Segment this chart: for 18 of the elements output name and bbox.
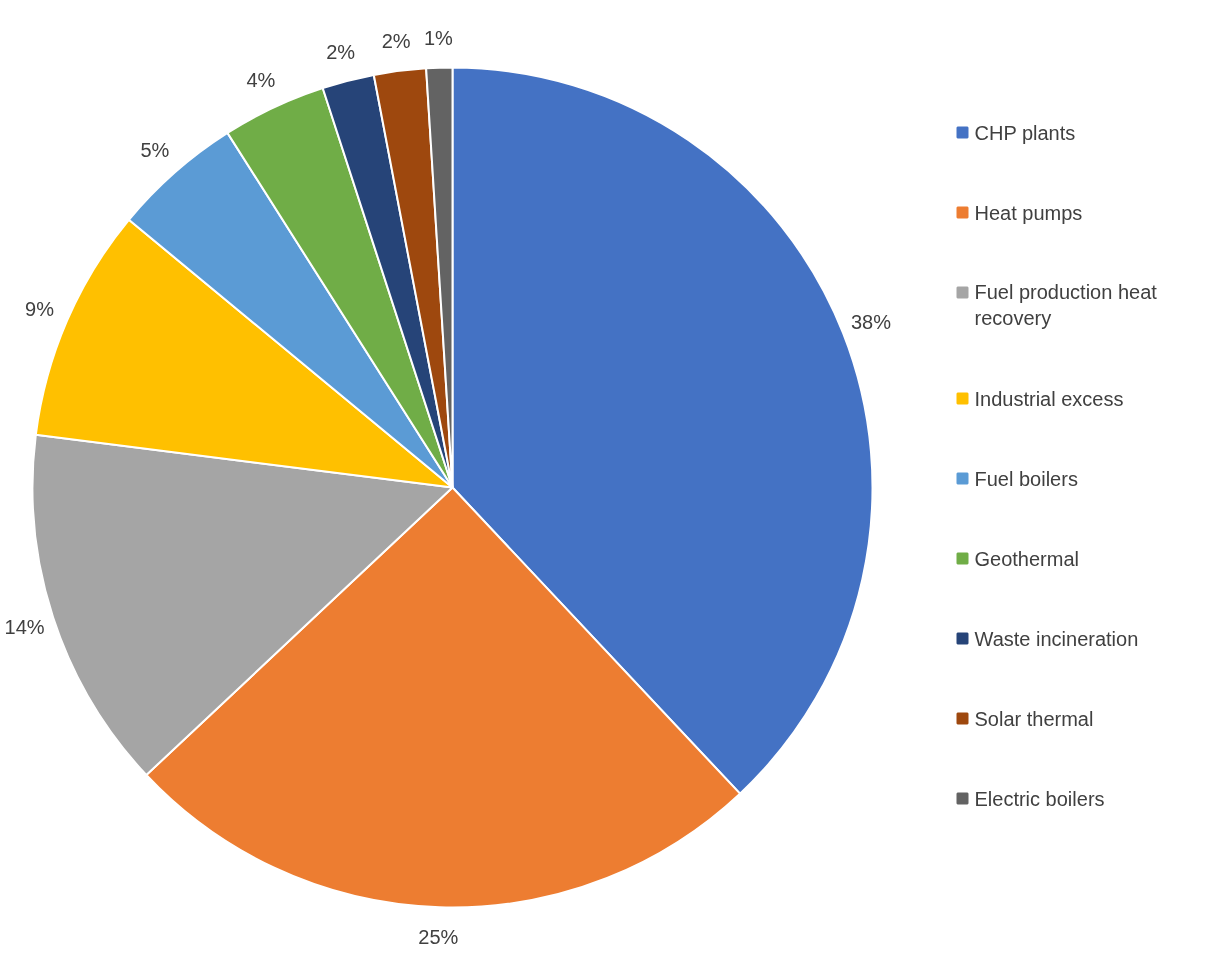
legend-label: Geothermal xyxy=(974,547,1079,570)
data-label: 4% xyxy=(246,69,276,92)
legend-label: CHP plants xyxy=(974,121,1076,144)
data-label: 2% xyxy=(326,40,356,63)
legend-label: Solar thermal xyxy=(974,707,1094,730)
data-label: 25% xyxy=(418,926,459,949)
data-label: 5% xyxy=(140,138,170,161)
data-label: 14% xyxy=(4,615,45,638)
data-label: 2% xyxy=(381,30,411,53)
legend-label: Industrial excess xyxy=(974,387,1124,410)
data-label: 1% xyxy=(423,26,454,49)
data-label: 38% xyxy=(850,310,892,333)
data-label: 9% xyxy=(25,297,55,320)
legend-label: Heat pumps xyxy=(974,201,1083,224)
legend-label: Fuel production heat recovery xyxy=(974,280,1158,329)
legend-label: Waste incineration xyxy=(974,627,1139,650)
legend-label: Fuel boilers xyxy=(974,467,1078,490)
legend-label: Electric boilers xyxy=(974,787,1105,810)
